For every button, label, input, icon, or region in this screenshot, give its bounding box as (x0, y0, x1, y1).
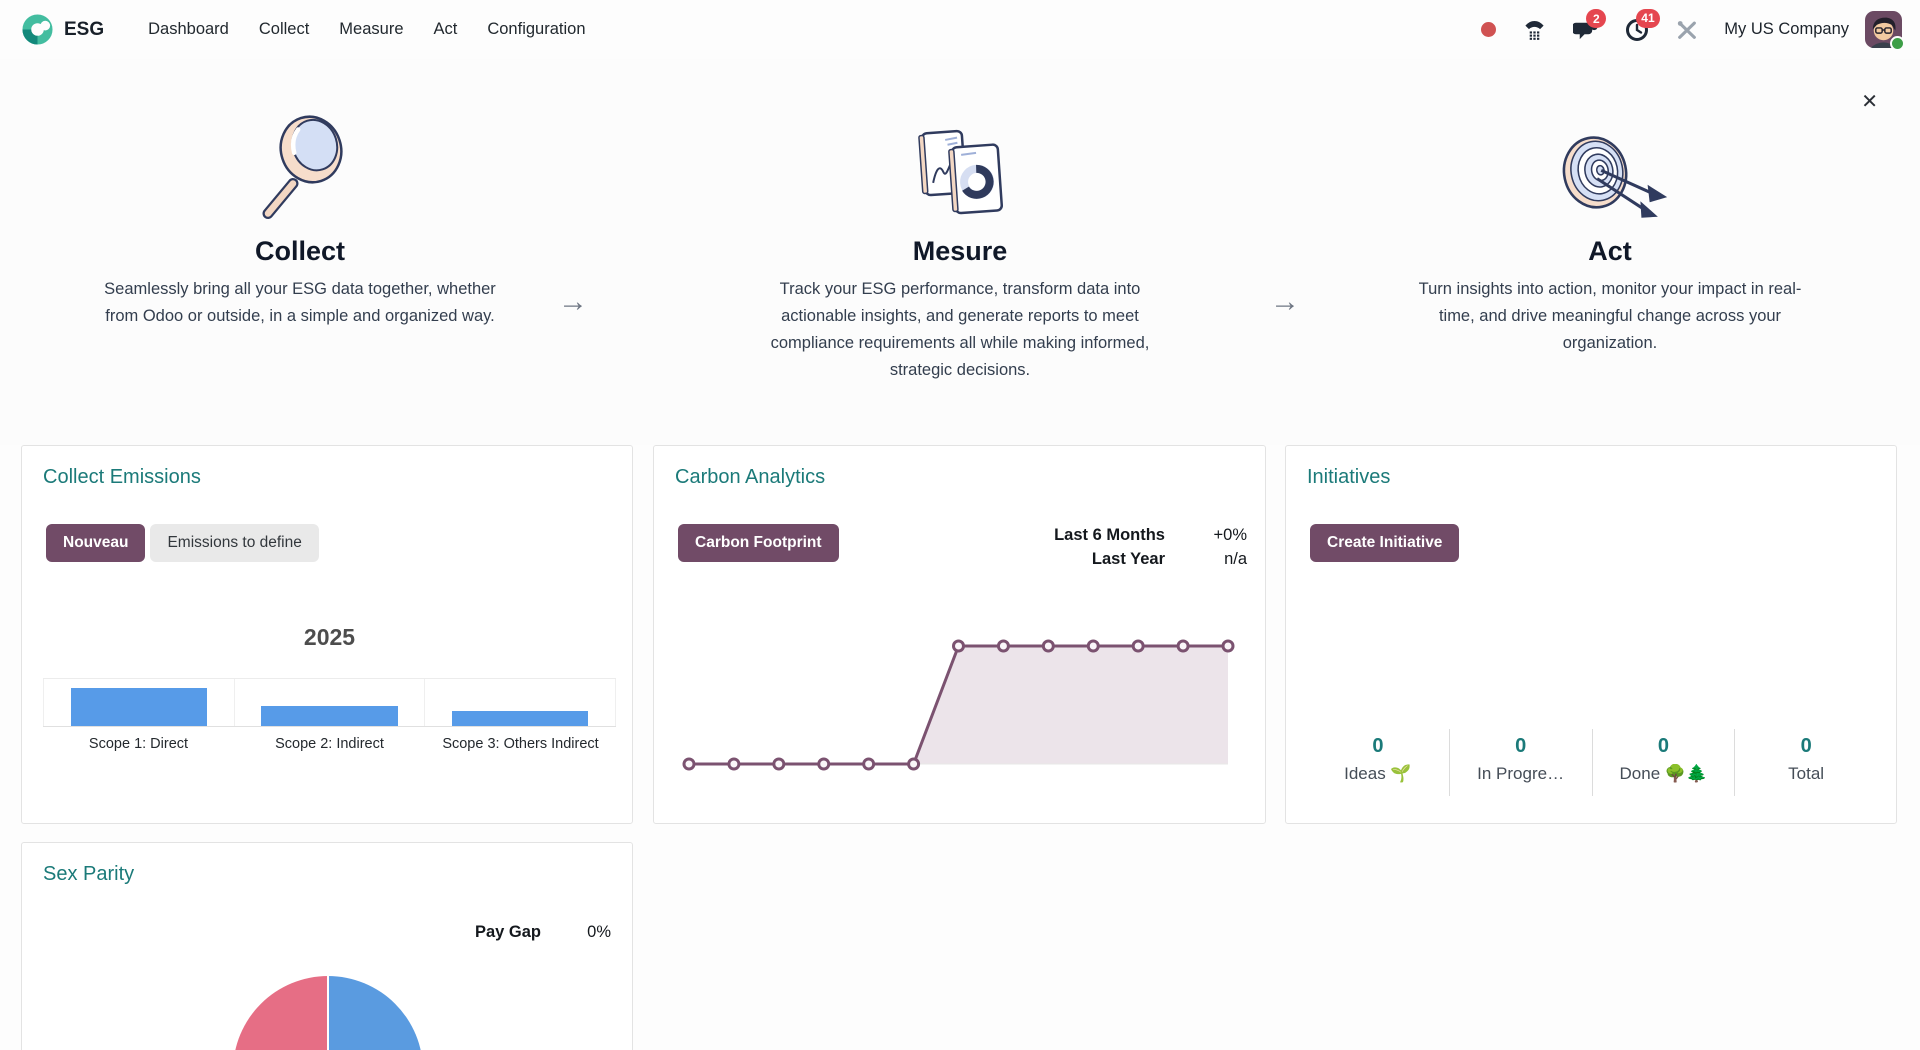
nav-right-cluster: 2 41 My US Company (1454, 8, 1905, 51)
voip-phone-button[interactable] (1523, 18, 1546, 41)
collect-emissions-card: Collect Emissions Nouveau Emissions to d… (21, 445, 633, 824)
create-initiative-button[interactable]: Create Initiative (1310, 524, 1460, 562)
esg-app-logo-icon[interactable] (22, 14, 53, 45)
step-arrow-icon: → (1270, 285, 1300, 318)
step-title: Act (1588, 236, 1632, 266)
nouveau-button[interactable]: Nouveau (46, 524, 146, 562)
carbon-analytics-card: Carbon Analytics Carbon Footprint Last 6… (653, 445, 1266, 824)
stat-label: Total (1788, 764, 1825, 783)
target-illustration-icon (1562, 136, 1668, 218)
messages-badge: 2 (1586, 9, 1607, 28)
card-title: Carbon Analytics (675, 466, 826, 488)
initiatives-stats: 0 Ideas 🌱 0 In Progre… 0 Done 🌳🌲 0 Total (1307, 729, 1877, 796)
banner-close-icon[interactable]: ✕ (1861, 91, 1878, 113)
magnifier-illustration-icon (262, 115, 343, 219)
onboarding-step-mesure: Mesure Track your ESG performance, trans… (730, 101, 1190, 384)
step-title: Collect (254, 236, 346, 266)
step-description: Turn insights into action, monitor your … (1418, 280, 1802, 352)
stat-label: Ideas 🌱 (1344, 764, 1412, 783)
onboarding-banner: ✕ Collect Seamlessly bring all your ESG … (0, 59, 1920, 445)
pie-slice-divider (327, 976, 329, 1050)
top-nav-bar: ESG Dashboard Collect Measure Act Config… (0, 0, 1920, 59)
kpi-label: Last Year (1091, 550, 1165, 568)
bar-category-label: Scope 2: Indirect (275, 736, 384, 752)
bar-category-label: Scope 3: Others Indirect (442, 736, 599, 752)
bar-chart-category-labels: Scope 1: Direct Scope 2: Indirect Scope 3:… (43, 736, 616, 752)
phone-icon (1525, 20, 1544, 40)
carbon-footprint-line-chart (682, 639, 1235, 771)
kpi-label: Last 6 Months (1054, 526, 1165, 544)
stat-ideas[interactable]: 0 Ideas 🌱 (1307, 729, 1449, 796)
bar-scope-2 (261, 706, 398, 726)
emissions-bar-chart (43, 678, 617, 727)
charts-illustration-icon (918, 129, 1004, 215)
bar-chart-title: 2025 (303, 624, 356, 650)
step-title: Mesure (912, 236, 1008, 266)
stat-value: 0 (1515, 735, 1527, 757)
main-menu: Dashboard Collect Measure Act Configurat… (148, 20, 585, 39)
online-presence-dot (1890, 36, 1905, 51)
pay-gap-label: Pay Gap (474, 923, 541, 941)
dev-tools-button[interactable] (1676, 19, 1698, 41)
app-name[interactable]: ESG (64, 18, 105, 40)
kpi-value: n/a (1224, 550, 1247, 568)
tools-icon (1678, 20, 1697, 39)
initiatives-card: Initiatives Create Initiative 0 Ideas 🌱 … (1285, 445, 1897, 824)
menu-item-collect[interactable]: Collect (258, 20, 310, 38)
bar-category-cell (424, 679, 617, 726)
onboarding-step-act: Act Turn insights into action, monitor y… (1380, 101, 1840, 357)
kpi-value: +0% (1213, 526, 1247, 544)
sex-parity-card: Sex Parity Pay Gap 0% (21, 842, 633, 1050)
status-dot-icon[interactable] (1481, 22, 1497, 37)
bar-category-cell (233, 679, 425, 726)
bar-category-cell (43, 679, 234, 726)
messages-button[interactable]: 2 (1573, 9, 1607, 41)
bar-category-label: Scope 1: Direct (88, 736, 189, 752)
card-title: Sex Parity (43, 863, 135, 885)
menu-item-dashboard[interactable]: Dashboard (148, 20, 229, 38)
onboarding-step-collect: Collect Seamlessly bring all your ESG da… (70, 101, 530, 330)
stat-done[interactable]: 0 Done 🌳🌲 (1591, 729, 1735, 796)
menu-item-act[interactable]: Act (433, 20, 458, 38)
stat-in-progress[interactable]: 0 In Progre… (1448, 729, 1592, 796)
user-avatar[interactable] (1865, 11, 1905, 51)
stat-label: Done 🌳🌲 (1619, 764, 1708, 783)
card-title: Collect Emissions (43, 466, 201, 488)
step-description: Track your ESG performance, transform da… (770, 280, 1150, 379)
menu-item-measure[interactable]: Measure (339, 20, 404, 38)
activities-badge: 41 (1636, 8, 1660, 28)
stat-total[interactable]: 0 Total (1734, 729, 1877, 796)
company-switcher[interactable]: My US Company (1724, 20, 1849, 38)
step-description: Seamlessly bring all your ESG data toget… (104, 280, 496, 325)
stat-value: 0 (1372, 735, 1384, 757)
menu-item-configuration[interactable]: Configuration (487, 20, 586, 38)
carbon-kpis: Last 6 Months +0% Last Year n/a (1054, 526, 1247, 569)
bar-scope-1 (70, 688, 208, 726)
carbon-footprint-button[interactable]: Carbon Footprint (678, 524, 839, 562)
bar-scope-3 (451, 711, 589, 726)
card-title: Initiatives (1307, 466, 1391, 488)
stat-value: 0 (1800, 735, 1812, 757)
activities-button[interactable]: 41 (1625, 8, 1660, 42)
stat-label: In Progre… (1477, 764, 1565, 783)
pay-gap-value: 0% (587, 923, 611, 941)
stat-value: 0 (1657, 735, 1669, 757)
emissions-to-define-button[interactable]: Emissions to define (150, 524, 319, 562)
step-arrow-icon: → (558, 285, 588, 318)
